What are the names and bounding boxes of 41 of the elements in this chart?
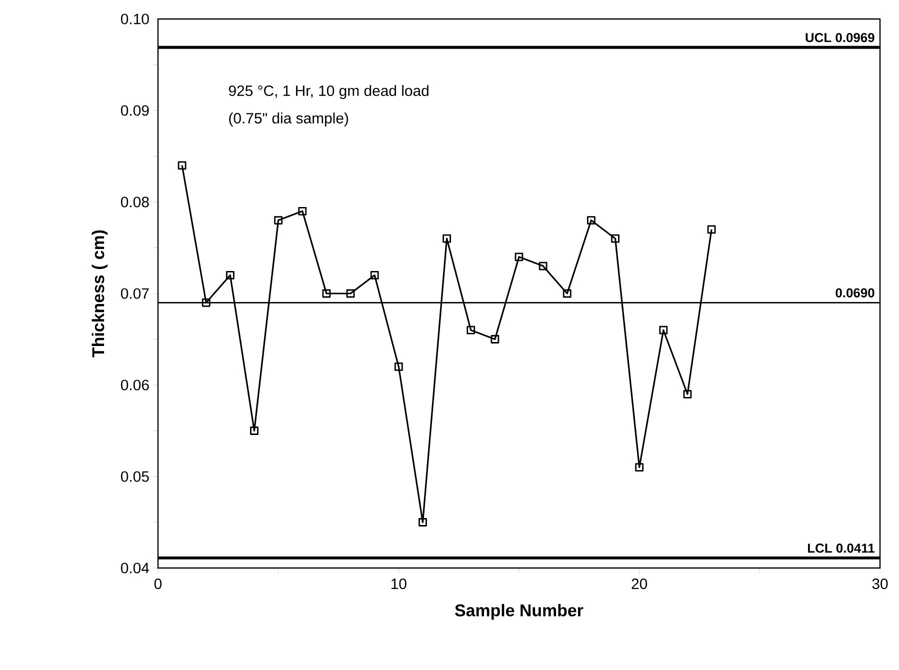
y-axis-title: Thickness ( cm) <box>92 230 108 358</box>
ref-line-label: UCL 0.0969 <box>806 32 874 42</box>
x-tick-label: 0 <box>154 578 162 590</box>
point <box>659 326 668 334</box>
x-axis-title: Sample Number <box>455 604 584 620</box>
y-tick-label: 0.09 <box>120 105 149 116</box>
point <box>611 234 620 243</box>
ref-line-label: LCL 0.0411 <box>808 544 874 553</box>
annotation: (0.75" dia sample) <box>229 112 348 126</box>
y-tick-label: 0.08 <box>120 196 149 208</box>
x-tick-label: 10 <box>392 578 406 590</box>
x-tick-label: 30 <box>872 578 888 590</box>
point <box>490 335 500 344</box>
point <box>514 252 524 262</box>
point <box>322 289 331 298</box>
ref-line-label: 0.0690 <box>836 288 874 298</box>
point <box>394 362 403 371</box>
point <box>370 270 379 280</box>
point <box>466 326 476 334</box>
y-tick-label: 0.07 <box>120 288 149 299</box>
point <box>250 426 258 435</box>
point <box>683 390 692 398</box>
point <box>202 298 210 307</box>
y-tick-label: 0.10 <box>120 14 149 24</box>
point <box>442 234 452 243</box>
point <box>298 206 307 216</box>
point <box>178 161 186 170</box>
point <box>538 262 548 270</box>
point <box>635 463 644 472</box>
point <box>274 216 283 224</box>
point <box>562 289 572 298</box>
point <box>418 518 427 526</box>
annotation: 925 °C, 1 Hr, 10 gm dead load <box>228 85 428 99</box>
y-tick-label: 0.06 <box>120 380 149 390</box>
x-tick-label: 20 <box>632 578 648 590</box>
y-tick-label: 0.04 <box>120 562 150 574</box>
point <box>346 289 355 298</box>
point <box>707 225 716 234</box>
point <box>226 270 234 280</box>
point <box>587 216 596 224</box>
y-tick-label: 0.05 <box>120 471 149 482</box>
